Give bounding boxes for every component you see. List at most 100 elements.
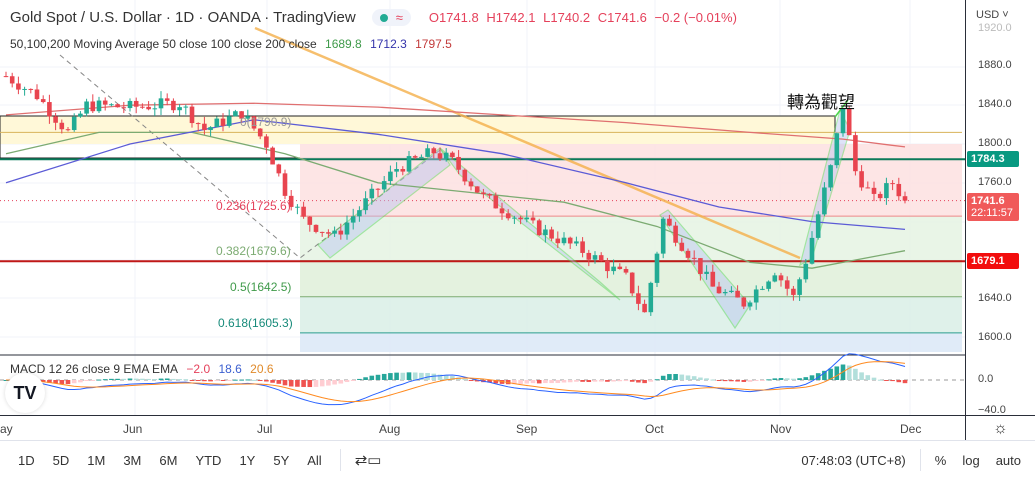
range-1m[interactable]: 1M [87,452,106,468]
range-1d[interactable]: 1D [18,452,35,468]
clock[interactable]: 07:48:03 (UTC+8) [801,452,906,468]
macd-histogram-bar [549,380,554,384]
time-axis[interactable]: ay Jun Jul Aug Sep Oct Nov Dec [0,415,965,440]
candle [326,232,331,234]
candle [22,88,27,90]
macd-histogram-bar [493,380,499,384]
price-tick: 1800.0 [978,137,1012,149]
candle [127,100,133,109]
ma200-value: 1797.5 [415,37,452,51]
price-tick: 1920.0 [978,22,1012,34]
macd-histogram-bar [65,380,71,385]
macd-histogram-bar [722,380,728,382]
approx-icon: ≈ [395,10,403,25]
fib-level-label: 0.382(1679.6) [216,243,291,258]
macd-legend[interactable]: MACD 12 26 close 9 EMA EMA −2.0 18.6 20.… [10,362,279,376]
currency-selector[interactable]: USD ˅ [976,9,1009,21]
symbol-title[interactable]: Gold Spot / U.S. Dollar · 1D · OANDA · T… [10,9,356,26]
candle [884,183,889,199]
percent-toggle[interactable]: % [934,452,947,468]
ma-legend[interactable]: 50,100,200 Moving Average 50 close 100 c… [10,37,457,51]
macd-histogram-bar [784,378,790,380]
candle [158,98,164,109]
candle [784,280,790,289]
range-all[interactable]: All [307,452,322,468]
candle [493,195,499,209]
candle [822,187,827,215]
range-1y[interactable]: 1Y [239,452,256,468]
macd-histogram-bar [890,380,895,382]
candle [803,263,809,280]
market-open-icon [379,13,388,22]
candle [295,206,300,208]
candle [431,148,437,154]
candle [648,282,654,313]
candle [524,217,530,220]
goto-date-icon[interactable]: ⇄▭ [354,452,382,469]
macd-histogram-bar [884,380,889,381]
fib-level-label: 0.236(1725.6) [216,199,291,214]
candle [437,153,443,159]
log-toggle[interactable]: log [962,452,980,468]
macd-histogram-bar [71,380,77,384]
macd-histogram-bar [301,380,306,387]
macd-histogram-bar [177,379,182,381]
annotation-text[interactable]: 轉為觀望 [787,93,855,112]
macd-histogram-bar [115,378,120,380]
macd-histogram-bar [735,380,740,382]
candle [617,266,623,270]
auto-toggle[interactable]: auto [995,452,1021,468]
candle [363,198,368,211]
macd-histogram-bar [487,380,492,383]
price-label: 1784.3 [967,151,1019,168]
candle [412,156,418,158]
candle [214,118,220,128]
macd-histogram-bar [406,372,412,380]
highlight-zone [0,116,835,144]
macd-histogram-bar [226,380,232,381]
settings-gear-icon[interactable]: ☼ [965,415,1035,440]
signal-value: 20.6 [250,362,274,376]
time-label: Jun [123,422,143,436]
macd-histogram-bar [388,373,393,380]
macd-histogram-bar [319,380,325,387]
range-6m[interactable]: 6M [159,452,178,468]
ma50-line [5,131,906,269]
macd-histogram-bar [654,379,660,381]
candle [747,302,753,307]
macd-histogram-bar [859,372,864,380]
status-badge[interactable]: ≈ [371,9,411,26]
candle [555,238,561,244]
range-3m[interactable]: 3M [123,452,142,468]
candle [530,217,536,221]
candle [381,181,387,190]
macd-hist-value: −2.0 [186,362,211,376]
candle [3,76,9,78]
price-axis[interactable]: USD ˅ 1920.0 1880.0 1840.0 1800.0 1760.0 1640… [965,0,1035,440]
macd-histogram-bar [381,373,387,380]
fib-zone [300,216,962,261]
macd-histogram-bar [580,380,585,382]
change-value: −0.2 (−0.01%) [654,10,737,25]
candle [890,183,895,185]
range-ytd[interactable]: YTD [195,452,222,468]
macd-histogram-bar [729,380,734,382]
trend-line [254,26,801,260]
macd-histogram-bar [140,378,145,380]
candle [171,100,176,111]
candle [499,208,505,214]
macd-value: 18.6 [218,362,242,376]
fib-zone [300,144,962,216]
macd-histogram-bar [636,380,641,383]
range-5d[interactable]: 5D [52,452,70,468]
price-chart[interactable] [0,0,965,415]
low-value: L1740.2 [543,10,591,25]
macd-histogram-bar [394,372,399,380]
macd-histogram-bar [220,380,226,381]
candle [518,217,523,220]
time-label: Dec [900,422,922,436]
range-5y[interactable]: 5Y [273,452,290,468]
macd-histogram-bar [183,379,189,381]
macd-histogram-bar [772,378,778,380]
candle [543,229,548,236]
